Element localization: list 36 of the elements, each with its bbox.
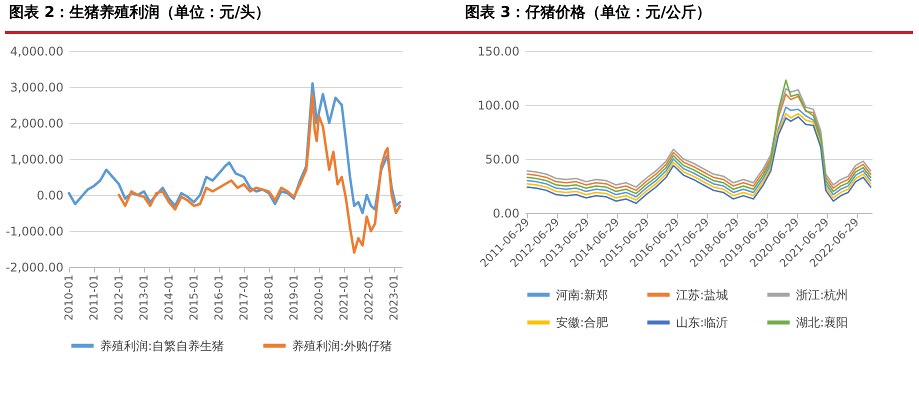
- y-tick-label: 50.00: [485, 152, 520, 166]
- y-tick-label: 100.00: [478, 98, 520, 112]
- legend-label: 山东:临沂: [676, 316, 728, 330]
- legend-label: 养殖利润:自繁自养生猪: [100, 338, 224, 353]
- legend-label: 湖北:襄阳: [796, 316, 848, 330]
- x-tick-label: 2019-01: [287, 274, 300, 320]
- x-tick-label: 2015-01: [187, 274, 200, 320]
- x-tick-label: 2014-01: [162, 274, 176, 320]
- legend-label: 浙江:杭州: [796, 288, 848, 302]
- y-tick-label: 3,000.00: [10, 80, 64, 94]
- x-tick-label: 2020-01: [312, 274, 326, 320]
- x-tick-label: 2022-01: [362, 274, 376, 320]
- x-tick-label: 2018-01: [262, 274, 276, 320]
- y-tick-label: 150.00: [478, 44, 520, 58]
- x-tick-label: 2021-01: [337, 274, 350, 320]
- y-tick-label: -2,000.00: [6, 260, 64, 274]
- x-tick-label: 2013-01: [137, 274, 150, 320]
- x-tick-label: 2012-01: [112, 274, 126, 320]
- y-tick-label: 2,000.00: [10, 116, 64, 130]
- y-tick-label: 0.00: [36, 188, 64, 202]
- legend-label: 养殖利润:外购仔猪: [292, 338, 392, 353]
- x-tick-label: 2023-01: [387, 274, 400, 320]
- x-tick-label: 2010-01: [62, 274, 76, 320]
- y-tick-label: -1,000.00: [6, 224, 64, 238]
- chart-title: 图表 2：生猪养殖利润（单位：元/头）: [9, 3, 270, 21]
- x-tick-label: 2016-01: [212, 274, 226, 320]
- y-tick-label: 0.00: [492, 206, 520, 220]
- line-series: [118, 92, 402, 254]
- y-tick-label: 4,000.00: [10, 44, 64, 58]
- chart-title: 图表 3：仔猪价格（单位：元/公斤）: [465, 3, 712, 21]
- x-tick-label: 2017-01: [237, 274, 250, 320]
- legend-label: 安徽:合肥: [556, 316, 608, 330]
- legend-label: 河南:新郑: [556, 288, 608, 302]
- y-tick-label: 1,000.00: [10, 152, 64, 166]
- legend-label: 江苏:盐城: [676, 288, 728, 302]
- x-tick-label: 2011-01: [87, 274, 100, 320]
